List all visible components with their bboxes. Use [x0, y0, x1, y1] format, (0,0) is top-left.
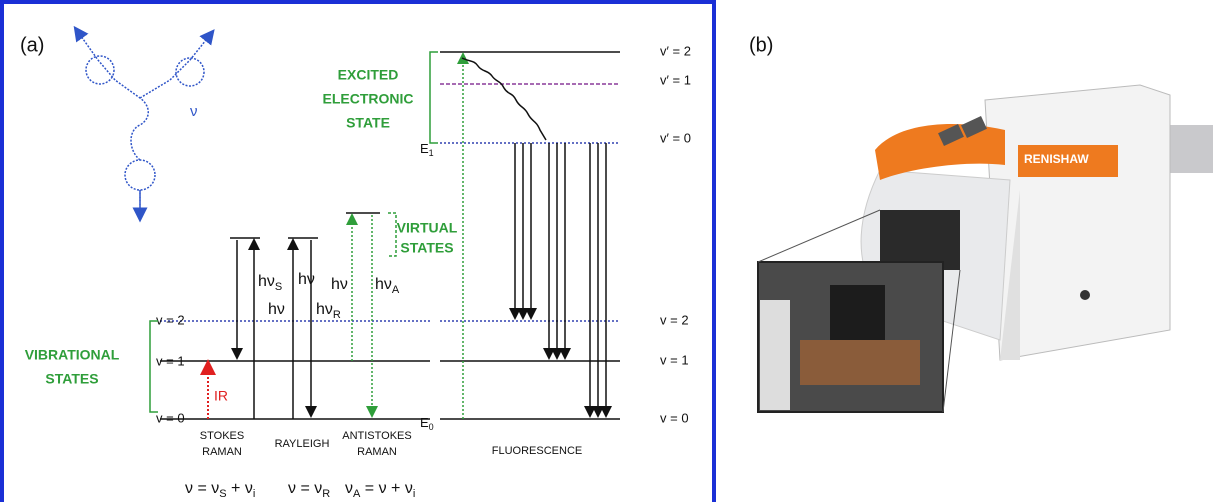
- level-label: v = 1: [660, 352, 689, 367]
- label-sub: S: [275, 281, 282, 293]
- process-label: RAMAN: [202, 446, 242, 458]
- instrument-photo: RENISHAW: [758, 85, 1213, 412]
- energy-sub: 0: [429, 422, 434, 432]
- equation-sub: i: [253, 488, 255, 500]
- state-label: STATES: [45, 371, 98, 387]
- process-label: ANTISTOKES: [342, 430, 411, 442]
- level-label: v = 2: [660, 312, 689, 327]
- molecule-label: ν: [190, 103, 198, 120]
- level-label: v = 1: [156, 353, 185, 368]
- equation-text: ν = ν: [288, 480, 322, 497]
- state-label: ELECTRONIC: [323, 91, 414, 107]
- equation-sub: i: [413, 488, 415, 500]
- state-label: EXCITED: [338, 67, 399, 83]
- ir-label: IR: [214, 388, 228, 404]
- process-label: RAMAN: [357, 446, 397, 458]
- label-main: hν: [258, 273, 275, 290]
- panel-label: (b): [749, 34, 773, 56]
- equation-sub: R: [322, 488, 330, 500]
- equation-sub: S: [219, 488, 226, 500]
- equation-text: ν: [345, 480, 353, 497]
- energy-main: E: [420, 141, 429, 156]
- level-label: v = 0: [660, 410, 689, 425]
- label-sub: R: [333, 309, 341, 321]
- process-label: FLUORESCENCE: [492, 445, 582, 457]
- equation-text: = ν + ν: [360, 480, 412, 497]
- equation-text: ν = ν: [185, 480, 219, 497]
- process-label: RAYLEIGH: [275, 438, 330, 450]
- level-label: v′ = 0: [660, 130, 691, 145]
- state-label: STATES: [400, 240, 453, 256]
- level-label: v′ = 1: [660, 72, 691, 87]
- label-main: hν: [375, 276, 392, 293]
- process-label: STOKES: [200, 430, 244, 442]
- energy-sub: 1: [429, 148, 434, 158]
- energy-main: E: [420, 415, 429, 430]
- level-label: v′ = 2: [660, 43, 691, 58]
- transition-label: hν: [331, 276, 348, 293]
- state-label: VIBRATIONAL: [25, 347, 120, 363]
- transition-label: hν: [268, 301, 285, 318]
- level-label: v = 2: [156, 312, 185, 327]
- state-label: VIRTUAL: [397, 220, 458, 236]
- state-label: STATE: [346, 115, 390, 131]
- transition-label: hν: [298, 271, 315, 288]
- figure: (a) ν v′ = 2 v′ = 1 v′ = 0 EXCITED ELECT…: [0, 0, 1213, 502]
- label-main: hν: [316, 301, 333, 318]
- equation-text: + ν: [227, 480, 253, 497]
- level-label: v = 0: [156, 410, 185, 425]
- label-sub: A: [392, 284, 400, 296]
- panel-label: (a): [20, 34, 44, 56]
- brand-label: RENISHAW: [1024, 152, 1089, 166]
